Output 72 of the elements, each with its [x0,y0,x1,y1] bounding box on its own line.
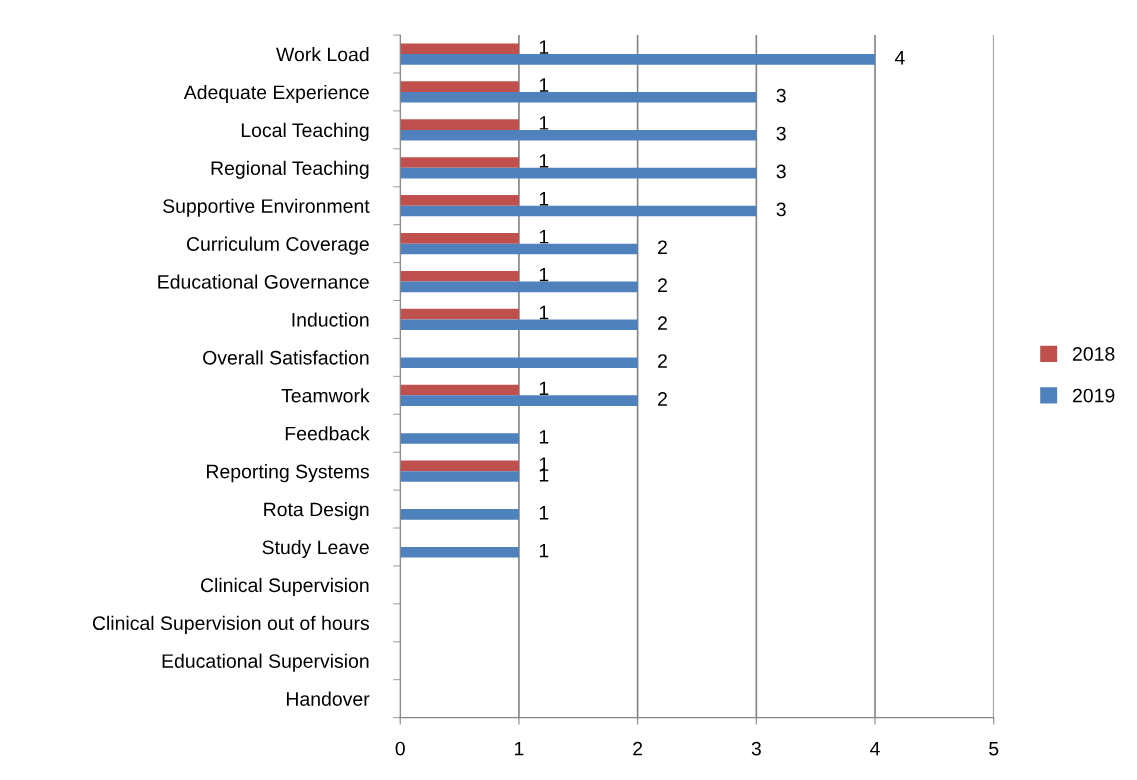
bar [400,91,757,103]
legend-label: 2019 [1073,388,1115,403]
y-tick-label: Overall Satisfaction [203,350,369,365]
data-label: 1 [539,229,549,244]
y-tick-label: Curriculum Coverage [186,236,369,255]
y-tick-label: Educational Governance [158,274,369,289]
data-label: 2 [658,240,667,254]
x-tick-label: 4 [870,741,880,756]
data-label: 2 [658,392,667,406]
y-tick-label: Work Load [276,47,369,62]
y-tick-label: Induction [292,312,369,327]
data-label: 1 [539,430,549,444]
x-tick-label: 3 [751,741,761,756]
bar [400,167,757,179]
y-tick-label: Local Teaching [241,122,369,141]
data-label: 1 [539,267,549,282]
bar [400,281,638,293]
bar [400,157,519,168]
data-label: 1 [539,543,549,558]
y-tick-label: Educational Supervision [162,653,369,672]
bar [400,129,757,141]
bar [400,357,638,369]
bar [400,460,519,472]
data-label: 1 [539,305,549,320]
bar [400,433,519,444]
data-label: 2 [658,316,667,330]
y-tick-label: Study Leave [262,539,369,559]
data-label: 3 [776,126,786,141]
data-label: 1 [539,506,549,520]
bar [400,54,876,65]
data-label: 1 [539,40,549,54]
bar [400,233,519,244]
data-label: 3 [776,88,786,103]
bar [400,195,519,206]
bar [400,384,519,396]
data-label: 1 [539,154,549,168]
bar [400,395,638,406]
y-tick-label: Clinical Supervision out of hours [92,615,369,634]
x-tick-label: 1 [515,741,524,756]
x-tick-label: 0 [395,741,405,756]
bar [400,471,519,482]
data-label: 1 [539,116,549,130]
data-label: 4 [894,51,905,65]
bar [400,509,519,520]
y-tick-label: Regional Teaching [211,160,369,179]
bar [400,270,519,282]
y-tick-label: Supportive Environment [163,198,370,217]
bar [400,119,519,130]
y-tick-label: Handover [286,691,370,706]
y-tick-label: Rota Design [264,502,369,521]
data-label: 1 [539,78,549,92]
bar [400,308,519,320]
y-tick-label: Teamwork [281,388,370,403]
data-label: 1 [539,381,549,396]
bar [400,243,638,255]
data-label: 3 [776,164,786,179]
data-label: 2 [658,278,667,292]
bar [400,546,519,558]
bar [400,43,519,55]
y-tick-label: Adequate Experience [183,84,369,104]
y-tick-label: Feedback [285,426,370,441]
x-tick-label: 2 [633,741,643,756]
bar [400,205,757,217]
y-tick-label: Clinical Supervision [200,577,369,596]
x-tick-label: 5 [989,741,999,756]
data-label: 1 [539,192,549,206]
legend-label: 2018 [1073,347,1115,361]
data-label: 3 [776,202,786,217]
bar [400,319,638,331]
bar [400,81,519,92]
y-tick-label: Reporting Systems [207,464,369,483]
data-label: 2 [658,354,667,368]
